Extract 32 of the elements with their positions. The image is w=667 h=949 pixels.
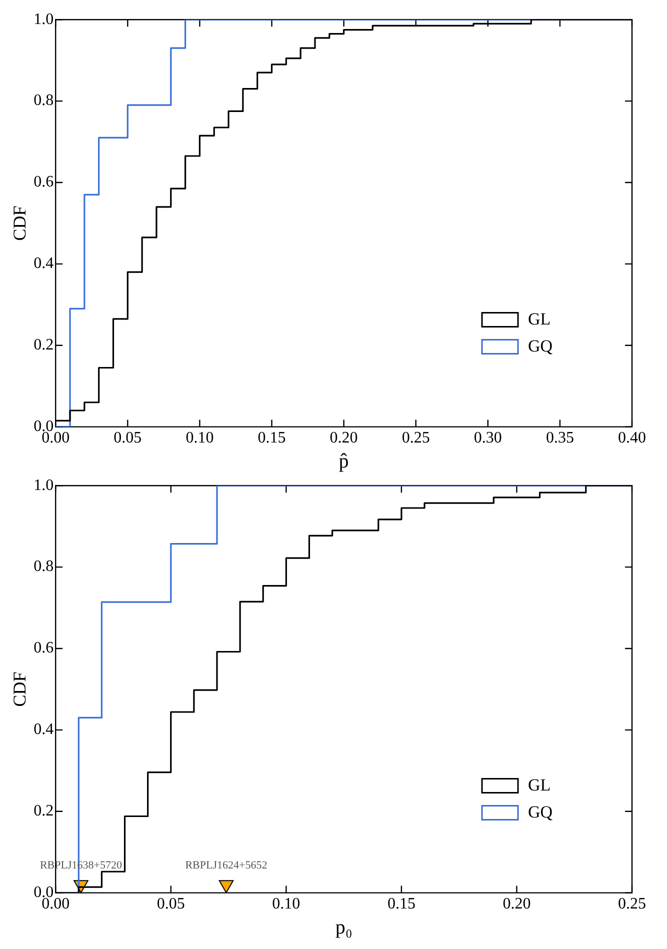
x-tick-label: 0.05 xyxy=(156,896,185,913)
legend-label: GQ xyxy=(528,802,553,822)
y-tick-label: 0.6 xyxy=(34,174,54,191)
x-tick-label: 0.20 xyxy=(330,430,358,447)
x-tick-label: 0.15 xyxy=(387,896,416,913)
x-tick-label: 0.10 xyxy=(186,430,214,447)
x-tick-label: 0.20 xyxy=(502,896,531,913)
y-tick-label: 0.4 xyxy=(34,255,54,272)
x-tick-label: 0.40 xyxy=(618,430,646,447)
x-tick-label: 0.10 xyxy=(272,896,300,913)
x-tick-label: 0.15 xyxy=(258,430,286,447)
y-tick-label: 0.4 xyxy=(34,721,54,738)
y-tick-label: 0.8 xyxy=(34,92,54,110)
x-axis-title: p̂ xyxy=(338,450,349,472)
y-tick-label: 0.8 xyxy=(34,558,54,576)
legend-label: GL xyxy=(528,309,551,328)
y-tick-label: 0.6 xyxy=(34,640,54,657)
x-tick-label: 0.30 xyxy=(474,430,502,447)
y-tick-label: 0.2 xyxy=(34,336,54,354)
x-tick-label: 0.25 xyxy=(402,430,430,447)
y-tick-label: 1.0 xyxy=(34,10,54,28)
y-tick-label: 0.2 xyxy=(34,802,54,820)
annotation: RBPLJ1624+5652 xyxy=(185,860,268,872)
y-tick-label: 1.0 xyxy=(34,476,54,494)
legend-label: GL xyxy=(528,775,551,794)
x-tick-label: 0.25 xyxy=(618,896,646,913)
legend-label: GQ xyxy=(528,336,553,356)
y-axis-title: CDF xyxy=(10,672,30,707)
x-axis-title: p₀ xyxy=(335,916,352,938)
x-tick-label: 0.05 xyxy=(114,430,142,447)
y-axis-title: CDF xyxy=(10,206,30,241)
x-tick-label: 0.35 xyxy=(546,430,574,447)
